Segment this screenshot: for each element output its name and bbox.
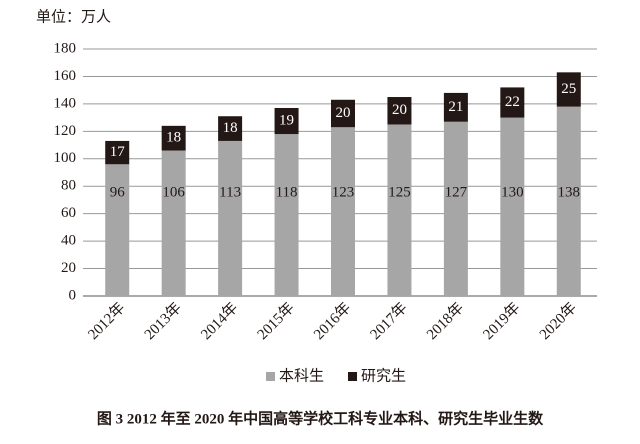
- bar-segment: [105, 140, 130, 165]
- bar-segment: [387, 97, 412, 125]
- value-label: 18: [223, 120, 238, 136]
- bar-segment: [443, 121, 468, 296]
- value-label: 113: [219, 185, 241, 201]
- value-label: 25: [561, 81, 576, 97]
- legend-swatch: [348, 372, 357, 381]
- x-tick-label: 2015年: [254, 299, 298, 343]
- value-label: 106: [162, 185, 185, 201]
- value-label: 130: [501, 185, 524, 201]
- legend-label: 本科生: [279, 367, 324, 384]
- bar-segment: [556, 72, 581, 107]
- value-label: 138: [558, 185, 581, 201]
- value-label: 18: [166, 130, 181, 146]
- value-label: 96: [110, 185, 126, 201]
- bar-segment: [105, 164, 130, 296]
- bar-segment: [443, 92, 468, 122]
- value-label: 22: [505, 94, 520, 110]
- value-label: 21: [448, 99, 463, 115]
- y-tick-label: 180: [54, 40, 77, 56]
- bar-segment: [274, 108, 299, 135]
- y-tick-label: 160: [54, 68, 77, 84]
- unit-label: 单位：万人: [36, 8, 111, 25]
- caption: 图 3 2012 年至 2020 年中国高等学校工科专业本科、研究生毕业生数: [97, 409, 544, 427]
- value-label: 127: [445, 185, 468, 201]
- y-tick-label: 0: [69, 287, 77, 303]
- y-tick-label: 140: [54, 95, 77, 111]
- bar-segment: [500, 117, 525, 296]
- bar-segment: [387, 124, 412, 296]
- y-tick-label: 60: [61, 205, 76, 221]
- bar-segment: [161, 125, 186, 151]
- bar-segment: [331, 127, 355, 296]
- value-label: 17: [110, 144, 126, 160]
- x-tick-label: 2014年: [198, 299, 242, 343]
- x-tick-label: 2016年: [310, 299, 354, 343]
- x-tick-label: 2020年: [536, 299, 580, 343]
- bar-segment: [556, 106, 581, 296]
- legend-swatch: [266, 372, 275, 381]
- value-label: 118: [276, 185, 298, 201]
- x-tick-label: 2019年: [480, 299, 524, 343]
- value-label: 19: [279, 112, 294, 128]
- value-label: 125: [388, 185, 411, 201]
- value-label: 20: [392, 102, 407, 118]
- bar-segment: [274, 134, 299, 296]
- x-tick-label: 2013年: [141, 299, 185, 343]
- value-label: 123: [332, 185, 355, 201]
- legend-label: 研究生: [361, 367, 406, 384]
- y-tick-label: 40: [61, 233, 76, 249]
- y-tick-label: 120: [54, 123, 77, 139]
- x-tick-label: 2018年: [423, 299, 467, 343]
- y-tick-label: 20: [61, 260, 76, 276]
- x-tick-label: 2012年: [85, 299, 129, 343]
- value-label: 20: [336, 105, 351, 121]
- bar-segment: [500, 87, 525, 118]
- bar-segment: [161, 150, 186, 296]
- bar-segment: [331, 99, 355, 128]
- y-tick-label: 80: [61, 178, 76, 194]
- x-tick-label: 2017年: [367, 299, 411, 343]
- bar-segment: [218, 140, 243, 296]
- bar-segment: [218, 116, 243, 141]
- y-tick-label: 100: [54, 150, 77, 166]
